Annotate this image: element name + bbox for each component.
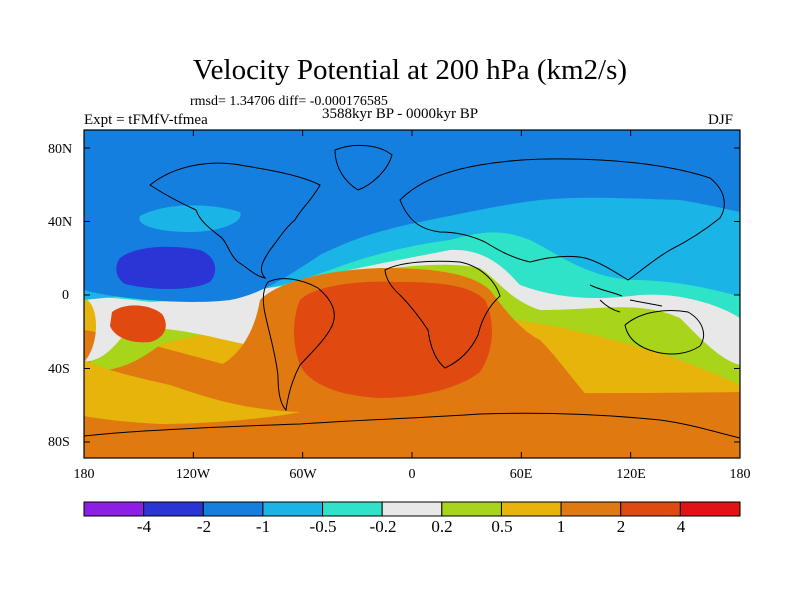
colorbar-label: -0.5 [309,517,337,536]
contour-field [84,130,740,458]
colorbar-label: 0.5 [491,517,513,536]
axis-ticks [83,130,741,458]
colorbar-label: -0.2 [369,517,397,536]
colorbar-label: 2 [616,517,626,536]
colorbar-box [500,501,562,517]
coast-greenland [334,144,393,191]
colorbar-label: -4 [136,517,152,536]
colorbar-box [322,501,383,517]
colorbar-box [679,501,741,517]
field-red-orange-core [294,281,492,398]
field-red-orange-blob [110,305,166,343]
field-dark-blue-min [116,246,216,289]
colorbar-label: 0.2 [431,517,453,536]
coast-maritime-continent [589,284,663,313]
colorbar-box [620,501,681,517]
lon-label-120w: 120W [175,467,211,482]
lon-label-180e: 180 [729,467,751,482]
field-light-blue-patch [139,205,241,232]
coastlines [84,144,740,439]
coast-australia [624,310,704,355]
season-label: DJF [708,112,734,128]
period-label: 3588kyr BP - 0000kyr BP [322,106,479,122]
colorbar-label: -1 [255,517,271,536]
lon-label-60e: 60E [509,467,533,482]
colorbar-box [560,501,622,517]
lat-label-40n: 40N [48,215,73,230]
colorbar-box [202,501,264,517]
experiment-label: Expt = tFMfV-tfmea [84,112,208,128]
lat-label-40s: 40S [48,362,70,377]
colorbar-box [441,501,502,517]
field-ocean-blue [84,130,740,302]
colorbar-box [143,501,204,517]
lon-label-120e: 120E [616,467,646,482]
stats-line: rmsd= 1.34706 diff= -0.000176585 [190,94,388,109]
field-yellow-tongue [84,360,300,424]
coast-eurasia [399,158,725,281]
colorbar-label: -2 [196,517,212,536]
coast-north-america [149,162,321,279]
colorbar-box [262,501,324,517]
lat-label-80n: 80N [48,142,73,157]
lon-label-0: 0 [408,467,416,482]
coast-antarctica [84,412,740,439]
lat-label-0: 0 [62,288,69,303]
figure-title: Velocity Potential at 200 hPa (km2/s) [192,54,628,86]
colorbar-box [381,501,443,517]
lon-label-180w: 180 [73,467,95,482]
colorbar-label: 4 [676,517,686,536]
coast-africa [384,260,501,369]
coast-south-america [262,278,335,412]
colorbar-box [83,501,145,517]
lon-label-60w: 60W [289,467,317,482]
colorbar-label: 1 [556,517,566,536]
lat-label-80s: 80S [48,435,70,450]
colorbar [83,501,741,517]
